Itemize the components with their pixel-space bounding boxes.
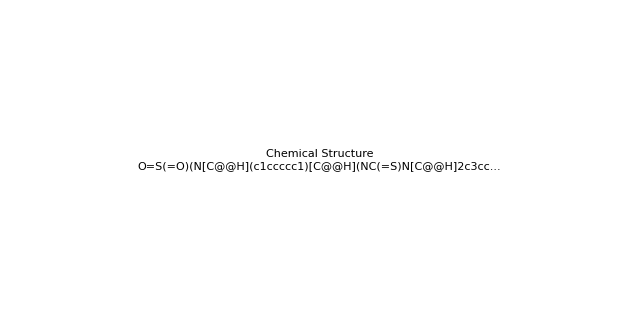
Text: Chemical Structure
O=S(=O)(N[C@@H](c1ccccc1)[C@@H](NC(=S)N[C@@H]2c3cc...: Chemical Structure O=S(=O)(N[C@@H](c1ccc… xyxy=(137,149,502,171)
